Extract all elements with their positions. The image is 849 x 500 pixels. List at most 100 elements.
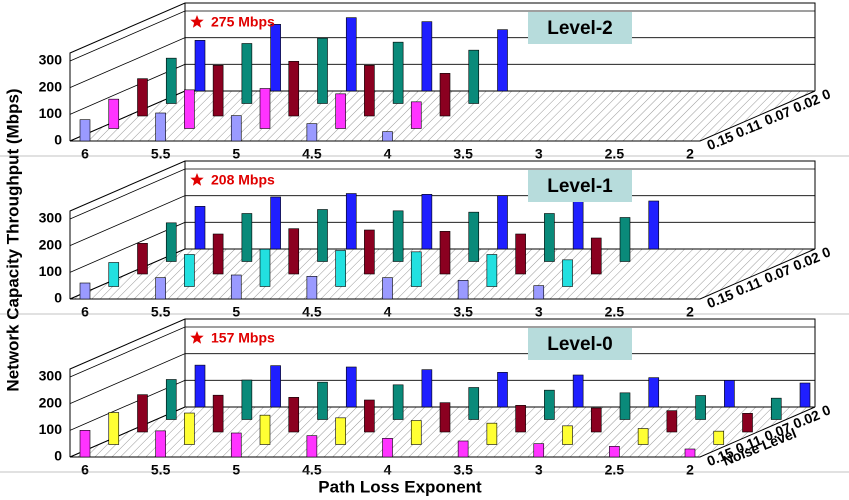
y-tick-label: 300 [39, 368, 63, 384]
x-tick-label: 5 [232, 462, 240, 478]
bar [165, 222, 177, 262]
bar [364, 65, 375, 117]
bar [165, 379, 177, 420]
bar [742, 413, 753, 433]
bar [562, 259, 573, 287]
bar [457, 280, 469, 300]
grid-line [69, 406, 815, 458]
bar [392, 384, 404, 420]
y-tick-label: 300 [39, 52, 63, 68]
bar [468, 49, 480, 104]
bar [241, 379, 253, 420]
bar [270, 24, 281, 92]
bar [155, 277, 166, 300]
bar [421, 194, 433, 250]
bar [619, 392, 631, 420]
y-axis-label: Network Capacity Throughput (Mbps) [3, 88, 22, 391]
bar [544, 389, 555, 420]
bar [619, 217, 631, 262]
x-tick-label: 3.5 [453, 462, 473, 478]
bar [306, 435, 318, 458]
x-tick-label: 2.5 [605, 304, 625, 320]
bar [194, 364, 206, 408]
bar [439, 73, 451, 117]
x-tick-label: 2 [686, 146, 694, 162]
bar [259, 248, 271, 287]
bar [345, 366, 357, 408]
bar [335, 93, 346, 129]
panel-title: Level-2 [547, 18, 612, 39]
bar [155, 430, 166, 458]
bar [79, 430, 91, 458]
bar [609, 446, 620, 458]
y-tick-label: 200 [39, 78, 63, 94]
x-tick-label: 2 [686, 462, 694, 478]
bar [590, 407, 602, 433]
grid-line [69, 326, 815, 378]
bar [108, 98, 120, 129]
bar [79, 282, 91, 300]
bar [713, 430, 725, 445]
bar [184, 412, 195, 445]
x-tick-label: 4 [384, 304, 392, 320]
x-tick-label: 5.5 [151, 146, 171, 162]
y-tick-label: 200 [39, 394, 63, 410]
y-tick-label: 100 [39, 105, 63, 121]
x-tick-label: 5.5 [151, 304, 171, 320]
bar [382, 277, 393, 300]
panel-title: Level-0 [547, 334, 612, 355]
bar [590, 237, 602, 275]
bar [345, 17, 357, 92]
bar [184, 89, 195, 129]
bar [259, 414, 271, 445]
x-tick-label: 5 [232, 146, 240, 162]
bar [364, 399, 375, 433]
level-box [528, 12, 632, 44]
noise-tick-label: 0 [820, 243, 833, 261]
bar [270, 196, 281, 250]
bar [770, 397, 782, 420]
bar [137, 78, 148, 117]
bar [270, 365, 281, 408]
bar [317, 381, 328, 420]
bar [382, 131, 393, 142]
bar [410, 101, 422, 129]
bar [572, 196, 584, 250]
bar [137, 394, 148, 433]
x-axis-label: Path Loss Exponent [318, 477, 482, 496]
bar [648, 377, 660, 408]
x-tick-label: 2 [686, 304, 694, 320]
bar [392, 210, 404, 262]
x-tick-label: 3 [535, 146, 543, 162]
bar [468, 211, 480, 262]
bar [288, 228, 300, 275]
level-box [528, 170, 632, 202]
y-tick-label: 200 [39, 236, 63, 252]
bar [345, 193, 357, 250]
bar [724, 380, 735, 408]
bar [212, 394, 224, 433]
bar [155, 112, 166, 142]
bar [108, 412, 120, 445]
annotation: 208 Mbps [211, 172, 275, 188]
bar [695, 395, 706, 420]
bar [137, 243, 148, 275]
bar [497, 29, 508, 92]
x-tick-label: 5 [232, 304, 240, 320]
bar [497, 195, 508, 250]
bar [212, 65, 224, 117]
bar [79, 119, 91, 142]
bar [108, 262, 120, 287]
bar [410, 251, 422, 287]
grid-line [69, 379, 815, 431]
x-tick-label: 4.5 [302, 146, 322, 162]
annotation: 157 Mbps [211, 330, 275, 346]
grid-line [69, 63, 815, 115]
x-tick-label: 4 [384, 146, 392, 162]
bar [562, 425, 573, 445]
x-tick-label: 6 [81, 304, 89, 320]
bar [421, 21, 433, 92]
bar [799, 382, 811, 408]
star [190, 173, 204, 186]
